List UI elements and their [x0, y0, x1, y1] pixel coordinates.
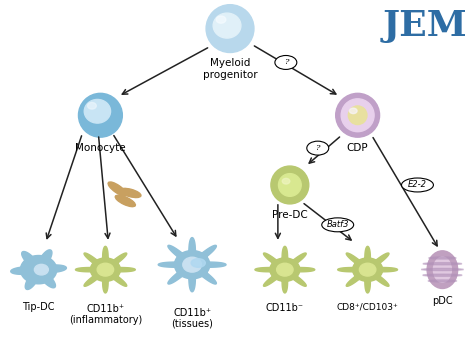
Ellipse shape: [84, 99, 110, 123]
Ellipse shape: [423, 263, 462, 265]
Ellipse shape: [359, 263, 376, 276]
Ellipse shape: [341, 99, 374, 132]
Ellipse shape: [401, 178, 433, 192]
Ellipse shape: [213, 13, 241, 38]
Ellipse shape: [427, 251, 458, 288]
Ellipse shape: [433, 257, 451, 282]
Ellipse shape: [119, 188, 141, 197]
Polygon shape: [158, 238, 226, 292]
Polygon shape: [255, 246, 315, 293]
Ellipse shape: [279, 174, 301, 196]
Polygon shape: [75, 246, 135, 293]
Text: CD11b⁺
(tissues): CD11b⁺ (tissues): [171, 308, 213, 329]
Text: Myeloid
progenitor: Myeloid progenitor: [203, 58, 257, 80]
Text: Pre-DC: Pre-DC: [272, 210, 308, 220]
Text: JEM: JEM: [383, 9, 467, 43]
Text: CD8⁺/CD103⁺: CD8⁺/CD103⁺: [337, 303, 399, 312]
Text: Monocyte: Monocyte: [75, 143, 126, 153]
Text: E2-2: E2-2: [408, 180, 427, 190]
Text: ?: ?: [283, 58, 288, 66]
Ellipse shape: [421, 268, 464, 270]
Ellipse shape: [307, 141, 329, 155]
Ellipse shape: [216, 16, 226, 23]
Ellipse shape: [423, 274, 462, 276]
Ellipse shape: [35, 264, 48, 275]
Ellipse shape: [88, 103, 96, 109]
Ellipse shape: [275, 56, 297, 69]
Text: CD11b⁺
(inflammatory): CD11b⁺ (inflammatory): [69, 304, 142, 325]
Ellipse shape: [428, 280, 456, 282]
Ellipse shape: [97, 263, 114, 276]
Ellipse shape: [79, 93, 122, 137]
Text: CD11b⁻: CD11b⁻: [266, 303, 304, 313]
Ellipse shape: [349, 108, 357, 114]
Ellipse shape: [206, 5, 254, 52]
Polygon shape: [11, 250, 66, 290]
Ellipse shape: [322, 218, 354, 232]
Ellipse shape: [282, 178, 290, 184]
Ellipse shape: [115, 195, 136, 206]
Text: Batf3: Batf3: [327, 220, 349, 229]
Text: CDP: CDP: [347, 143, 368, 153]
Ellipse shape: [336, 93, 380, 137]
Text: ?: ?: [316, 144, 320, 152]
Text: pDC: pDC: [432, 296, 453, 305]
Polygon shape: [337, 246, 398, 293]
Text: Tip-DC: Tip-DC: [22, 301, 55, 312]
Ellipse shape: [277, 263, 293, 276]
Ellipse shape: [271, 166, 309, 204]
Ellipse shape: [348, 106, 367, 125]
Ellipse shape: [108, 182, 127, 196]
Ellipse shape: [429, 257, 456, 259]
Ellipse shape: [183, 257, 201, 272]
Ellipse shape: [191, 258, 205, 267]
